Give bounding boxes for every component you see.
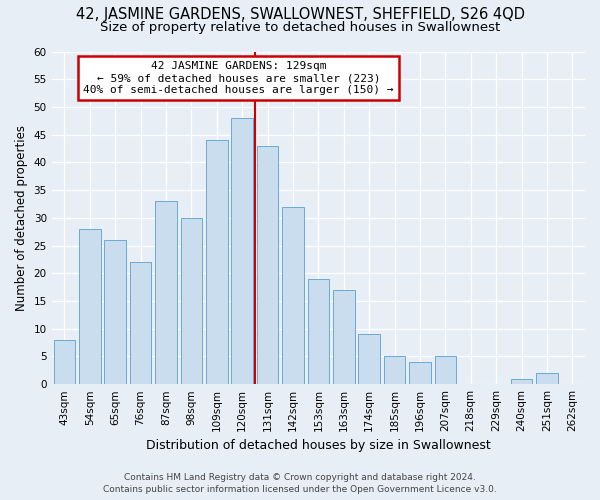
Bar [104,240,126,384]
Text: Size of property relative to detached houses in Swallownest: Size of property relative to detached ho… [100,21,500,34]
Bar [409,362,431,384]
Bar [511,378,532,384]
X-axis label: Distribution of detached houses by size in Swallownest: Distribution of detached houses by size … [146,440,491,452]
Bar [181,218,202,384]
Bar [384,356,406,384]
Bar [155,201,177,384]
Bar [232,118,253,384]
Bar [257,146,278,384]
Text: Contains HM Land Registry data © Crown copyright and database right 2024.
Contai: Contains HM Land Registry data © Crown c… [103,472,497,494]
Bar [434,356,456,384]
Bar [308,279,329,384]
Text: 42 JASMINE GARDENS: 129sqm
← 59% of detached houses are smaller (223)
40% of sem: 42 JASMINE GARDENS: 129sqm ← 59% of deta… [83,62,394,94]
Bar [333,290,355,384]
Bar [79,229,101,384]
Text: 42, JASMINE GARDENS, SWALLOWNEST, SHEFFIELD, S26 4QD: 42, JASMINE GARDENS, SWALLOWNEST, SHEFFI… [76,8,524,22]
Bar [206,140,227,384]
Bar [130,262,151,384]
Y-axis label: Number of detached properties: Number of detached properties [15,125,28,311]
Bar [536,373,557,384]
Bar [53,340,75,384]
Bar [282,207,304,384]
Bar [358,334,380,384]
